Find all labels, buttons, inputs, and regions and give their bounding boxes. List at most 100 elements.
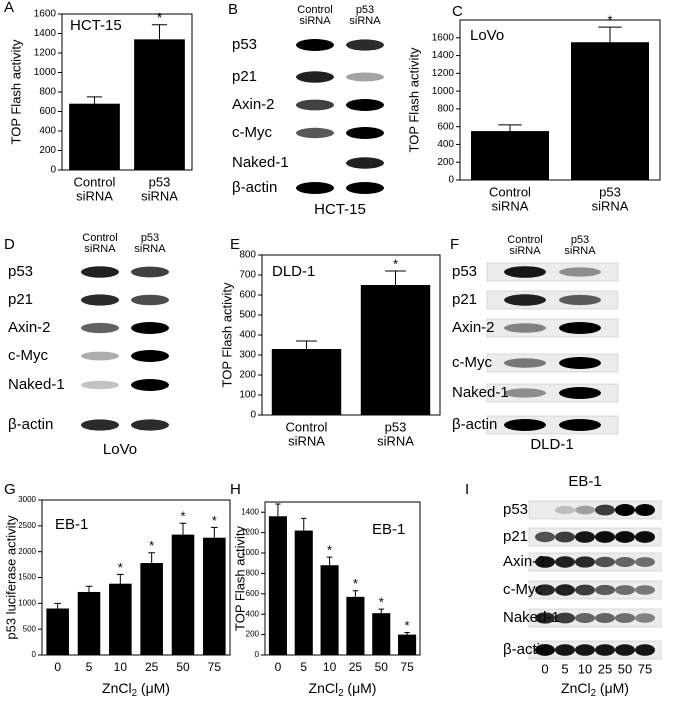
y-axis-label: TOP Flash activity	[406, 47, 421, 152]
blot-row-label: p21	[503, 528, 528, 545]
error-bar	[378, 608, 384, 614]
bar	[203, 537, 226, 655]
y-tick-label: 200	[239, 370, 256, 381]
y-tick-label: 0	[32, 650, 37, 659]
bar	[398, 634, 417, 655]
bar	[69, 103, 120, 170]
x-tick-label: Control	[489, 184, 531, 199]
y-tick-label: 800	[246, 569, 260, 578]
bar	[140, 563, 163, 655]
blot-band	[346, 99, 384, 111]
blot-band	[575, 505, 595, 515]
blot-column-label: siRNA	[299, 15, 331, 27]
blot-band	[595, 613, 615, 623]
blot-band	[559, 419, 601, 431]
chart-title: DLD-1	[272, 263, 315, 280]
y-tick-label: 1000	[18, 598, 36, 607]
bar	[294, 530, 313, 655]
blot-caption: LoVo	[103, 441, 137, 458]
y-tick-label: 2000	[18, 547, 36, 556]
x-axis-label-part: (μM)	[137, 680, 170, 696]
blot-row-label: p21	[8, 291, 33, 308]
blot-column-label: siRNA	[509, 245, 541, 257]
blot-column-label: siRNA	[84, 243, 116, 255]
x-tick-label: siRNA	[76, 188, 113, 203]
bar	[360, 285, 431, 415]
x-tick-label: 5	[86, 660, 93, 674]
y-tick-label: 1600	[34, 9, 57, 20]
y-tick-label: 0	[448, 175, 454, 186]
error-bar	[151, 24, 168, 40]
y-tick-label: 500	[23, 624, 37, 633]
significance-marker: *	[353, 576, 358, 591]
panel-letter: B	[228, 1, 238, 18]
x-tick-label: 0	[275, 660, 282, 674]
y-tick-label: 600	[437, 121, 454, 132]
blot-band	[559, 357, 601, 369]
y-tick-label: 3000	[18, 495, 36, 504]
blot-column-label: 25	[598, 661, 612, 676]
blot-row-label: Axin-2	[8, 319, 51, 336]
x-tick-label: p53	[385, 419, 407, 434]
blot-band	[575, 556, 595, 568]
blot-band	[346, 157, 384, 169]
blot-band	[615, 644, 635, 656]
y-tick-label: 1400	[432, 50, 455, 61]
blot-column-label: 75	[638, 661, 652, 676]
chart-title: HCT-15	[70, 17, 122, 34]
blot-title: EB-1	[568, 473, 601, 490]
y-tick-label: 1200	[432, 68, 455, 79]
y-axis-label: p53 luciferase activity	[3, 515, 18, 640]
blot-band	[555, 584, 575, 596]
blot-row-label: β-actin	[8, 416, 53, 433]
blot-band	[635, 531, 655, 543]
bar	[571, 42, 649, 180]
blot-band	[296, 127, 334, 139]
x-axis-label-part: (μM)	[596, 680, 629, 696]
blot-band	[504, 388, 546, 398]
panel-letter: I	[465, 481, 469, 498]
blot-band	[131, 266, 169, 278]
chart-title: EB-1	[55, 516, 88, 533]
blot-band	[296, 71, 334, 83]
blot-band	[504, 419, 546, 431]
panel-letter: C	[452, 3, 463, 20]
error-bar	[54, 602, 62, 609]
bar	[77, 591, 101, 655]
blot-row-label: p53	[8, 263, 33, 280]
y-tick-label: 0	[250, 410, 256, 421]
error-bar	[385, 270, 406, 285]
x-axis-label: ZnCl2 (μM)	[309, 680, 377, 699]
x-tick-label: 25	[349, 660, 363, 674]
y-tick-label: 200	[246, 630, 260, 639]
error-bar	[179, 522, 187, 535]
blot-row-label: Axin-2	[232, 96, 275, 113]
blot-band	[555, 644, 575, 656]
y-tick-label: 400	[437, 139, 454, 150]
y-tick-label: 600	[39, 106, 56, 117]
blot-row-label: p21	[452, 291, 477, 308]
panel-letter: F	[450, 236, 459, 253]
chart-title: EB-1	[372, 521, 405, 538]
blot-row-label: Naked-1	[452, 384, 509, 401]
blot-band	[131, 294, 169, 306]
y-tick-label: 1400	[241, 507, 259, 516]
error-bar	[296, 340, 317, 349]
y-tick-label: 200	[437, 157, 454, 168]
y-tick-label: 100	[239, 390, 256, 401]
significance-marker: *	[607, 13, 612, 28]
blot-row-label: Axin-2	[452, 319, 495, 336]
blot-band	[595, 556, 615, 568]
blot-band	[131, 350, 169, 362]
y-tick-label: 1000	[34, 67, 57, 78]
chart-panel: E 0 100 200 300 400 500 600 700 800 TOP Flash acti…	[219, 236, 441, 421]
y-tick-label: 0	[50, 165, 56, 176]
blot-row-label: Axin-2	[503, 553, 546, 570]
blot-column-label: 50	[618, 661, 632, 676]
blot-column-label: Control	[297, 4, 332, 16]
x-tick-label: 10	[114, 660, 128, 674]
y-tick-label: 1000	[432, 86, 455, 97]
blot-band	[559, 322, 601, 334]
